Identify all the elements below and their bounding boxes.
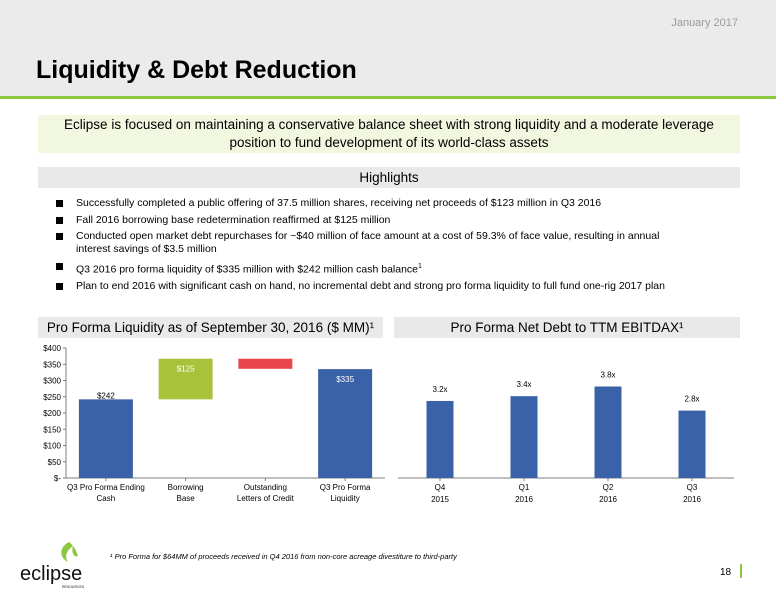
highlight-item: Successfully completed a public offering… (56, 197, 746, 210)
x-tick-label: 2015 (431, 495, 449, 504)
bar-value-label: $125 (177, 365, 195, 374)
bar-value-label: 3.2x (432, 385, 447, 394)
y-tick-label: $350 (43, 360, 61, 369)
logo-wordmark: eclipse (20, 563, 82, 585)
y-tick-label: $150 (43, 425, 61, 434)
x-tick-label: Q3 Pro Forma Ending (67, 483, 145, 492)
y-tick-label: $50 (48, 458, 62, 467)
x-tick-label: Liquidity (330, 494, 359, 503)
y-tick-label: $- (54, 474, 61, 483)
bullet-square-icon (56, 216, 63, 224)
bar-value-label: $335 (336, 375, 354, 384)
x-tick-label: Outstanding (244, 483, 287, 492)
bar-value-label: $242 (97, 391, 115, 400)
highlights-list: Successfully completed a public offering… (56, 197, 746, 296)
callout-line-2: position to fund development of its worl… (229, 135, 549, 150)
bar (238, 358, 293, 369)
x-tick-label: Letters of Credit (237, 494, 295, 503)
y-tick-label: $250 (43, 393, 61, 402)
bar (678, 410, 706, 478)
callout-box: Eclipse is focused on maintaining a cons… (38, 115, 740, 153)
callout-line-1: Eclipse is focused on maintaining a cons… (64, 117, 714, 132)
leverage-chart-title: Pro Forma Net Debt to TTM EBITDAX¹ (394, 317, 740, 338)
x-tick-label: Borrowing (168, 483, 204, 492)
x-tick-label: Q3 (687, 483, 698, 492)
page-number-divider (740, 564, 742, 578)
bar (426, 400, 454, 478)
bullet-square-icon (56, 233, 63, 241)
highlights-heading: Highlights (38, 167, 740, 188)
x-tick-label: Q3 Pro Forma (320, 483, 371, 492)
bar (158, 358, 213, 400)
highlight-item: Plan to end 2016 with significant cash o… (56, 280, 746, 293)
bullet-square-icon (56, 282, 63, 290)
x-tick-label: Q2 (603, 483, 614, 492)
bar (510, 396, 538, 478)
liquidity-chart: $- $50 $100 $150 $200 $250 $300 $350 $400 $242 $12… (43, 344, 385, 503)
x-tick-label: 2016 (683, 495, 701, 504)
x-tick-label: 2016 (515, 495, 533, 504)
x-tick-label: Base (177, 494, 196, 503)
x-tick-label: Cash (97, 494, 116, 503)
bullet-square-icon (56, 262, 63, 270)
header-band (0, 0, 776, 96)
highlight-item: Q3 2016 pro forma liquidity of $335 mill… (56, 260, 746, 277)
y-tick-label: $100 (43, 442, 61, 451)
x-tick-label: Q4 (435, 483, 446, 492)
y-tick-label: $200 (43, 409, 61, 418)
date-label: January 2017 (671, 17, 738, 29)
leverage-chart: 3.2x Q4 2015 3.4x Q1 2016 3.8x Q2 2016 2.8x Q3 2016 (398, 371, 734, 504)
bar (318, 369, 373, 478)
x-tick-label: 2016 (599, 495, 617, 504)
bar-value-label: 3.4x (516, 380, 531, 389)
bar (78, 399, 133, 478)
x-tick-label: Q1 (519, 483, 530, 492)
eclipse-logo: eclipse RESOURCES (20, 542, 85, 589)
highlight-item: Conducted open market debt repurchases f… (56, 230, 746, 256)
page-title: Liquidity & Debt Reduction (36, 56, 357, 84)
y-tick-label: $300 (43, 377, 61, 386)
logo-flame-icon (61, 542, 78, 562)
header-divider (0, 96, 776, 99)
bar (594, 386, 622, 478)
bar-value-label: $31 (259, 349, 273, 358)
highlight-item: Fall 2016 borrowing base redetermination… (56, 214, 746, 227)
liquidity-chart-title: Pro Forma Liquidity as of September 30, … (38, 317, 383, 338)
bar-value-label: 3.8x (600, 371, 615, 380)
y-tick-label: $400 (43, 344, 61, 353)
page-number: 18 (720, 567, 732, 578)
bullet-square-icon (56, 200, 63, 207)
footnote: ¹ Pro Forma for $64MM of proceeds receiv… (110, 552, 457, 561)
bar-value-label: 2.8x (684, 395, 699, 404)
logo-tagline: RESOURCES (62, 585, 85, 589)
